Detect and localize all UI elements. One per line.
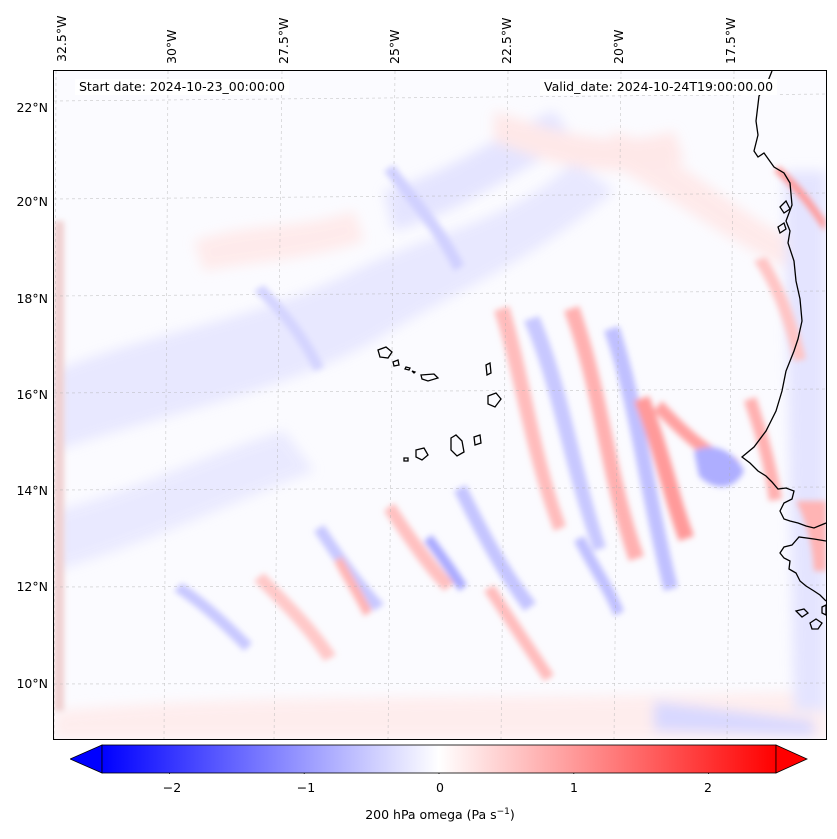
valid-date-label: Valid_date: 2024-10-24T19:00:00.00	[540, 79, 778, 95]
lat-label-14n: 14°N	[16, 483, 48, 498]
lat-label-22n: 22°N	[16, 100, 48, 115]
colorbar-label: 200 hPa omega (Pa s−1)	[365, 807, 515, 823]
colorbar	[70, 744, 808, 774]
lat-label-12n: 12°N	[16, 579, 48, 594]
lat-label-16n: 16°N	[16, 387, 48, 402]
colorbar-body	[101, 744, 777, 774]
omega-field-map	[54, 71, 826, 739]
cape-verde-islands	[377, 346, 502, 462]
west-africa-coastline	[740, 71, 826, 630]
map-panel	[53, 70, 827, 740]
colorbar-svg	[70, 744, 808, 774]
lon-label-27-5w: 27.5°W	[276, 17, 291, 64]
colorbar-tick-minus-1: −1	[296, 780, 316, 795]
lon-label-25w: 25°W	[387, 29, 402, 64]
start-date-label: Start date: 2024-10-23_00:00:00	[75, 79, 289, 95]
colorbar-extend-low	[70, 744, 103, 774]
colorbar-tick-0: 0	[436, 780, 444, 795]
gridlines	[54, 71, 826, 739]
lon-label-30w: 30°W	[164, 29, 179, 64]
colorbar-tick-minus-2: −2	[162, 780, 182, 795]
colorbar-tick-1: 1	[570, 780, 578, 795]
lon-label-32-5w: 32.5°W	[54, 15, 69, 62]
colorbar-tick-2: 2	[704, 780, 712, 795]
colorbar-extend-high	[775, 744, 808, 774]
lon-label-17-5w: 17.5°W	[723, 17, 738, 64]
lat-label-18n: 18°N	[16, 291, 48, 306]
lat-label-10n: 10°N	[16, 676, 48, 691]
omega-field-broad	[54, 111, 826, 739]
lon-label-20w: 20°W	[611, 29, 626, 64]
omega-field-streaks	[54, 165, 826, 711]
lon-label-22-5w: 22.5°W	[499, 17, 514, 64]
lat-label-20n: 20°N	[16, 194, 48, 209]
